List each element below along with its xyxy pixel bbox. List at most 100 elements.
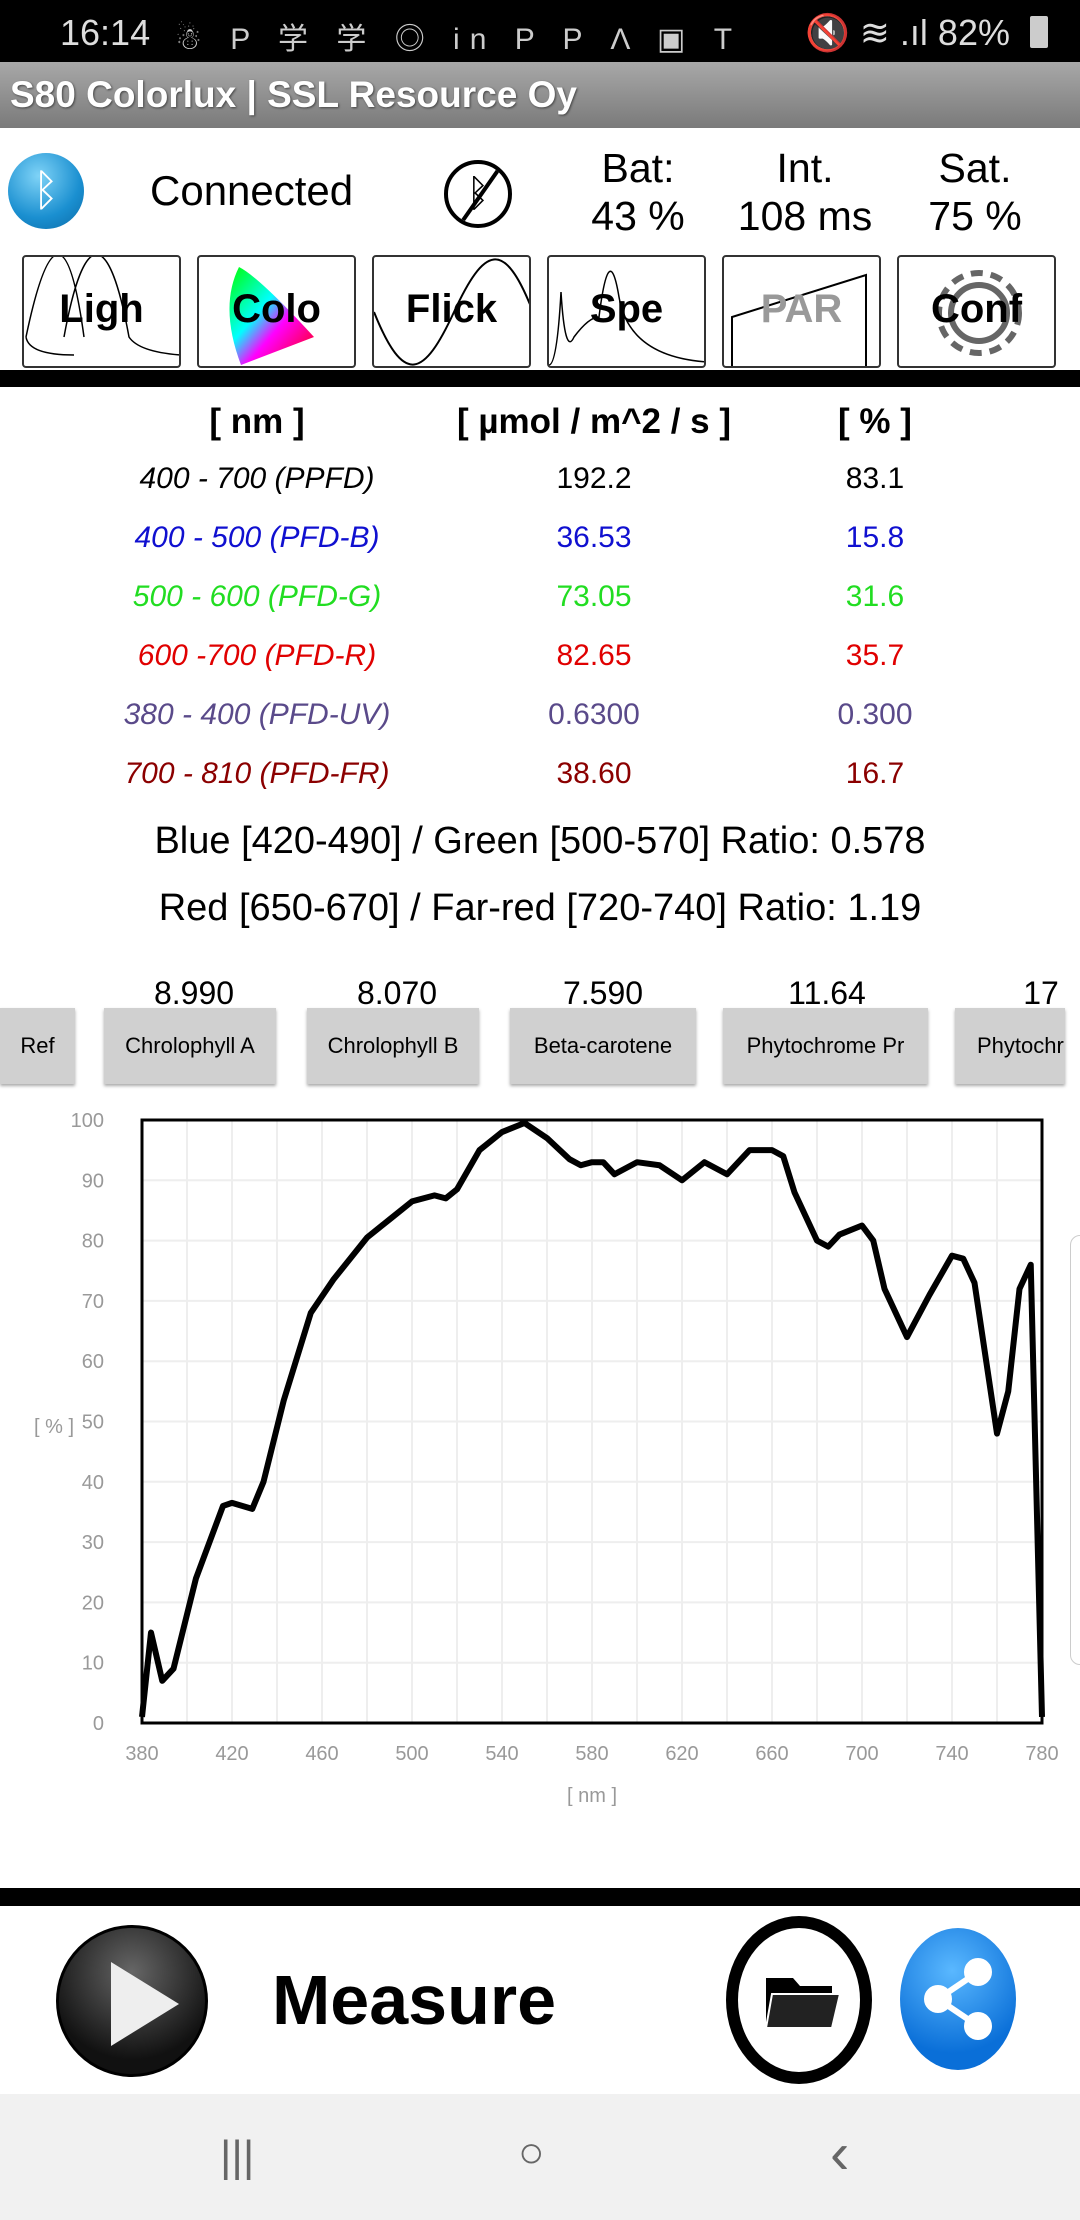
pigment-button-phytochrome-pr[interactable]: Phytochrome Pr: [723, 1008, 928, 1084]
table-cell-value: 82.65: [556, 639, 632, 672]
tab-label: PAR: [760, 287, 843, 331]
table-cell-percent: 15.8: [845, 521, 905, 554]
tab-par[interactable]: PAR: [722, 255, 881, 368]
y-tick-label: 40: [82, 1472, 104, 1494]
int-label: Int.: [776, 145, 834, 191]
light-curve-icon: [25, 257, 179, 356]
play-button[interactable]: [56, 1925, 208, 2077]
tab-label: Colo: [232, 287, 321, 331]
spectrum-chart: 0 10 20 30 40 50 60 70 80 90 100 380 420 460 500 540 580…: [34, 1110, 1059, 1807]
y-tick-label: 20: [82, 1592, 104, 1614]
measure-button[interactable]: Measure: [272, 1961, 557, 2039]
table-cell-percent: 31.6: [845, 580, 905, 613]
flicker-wave-icon: [374, 258, 529, 366]
x-tick-label: 660: [755, 1743, 788, 1765]
pigment-value: 8.070: [356, 975, 438, 1011]
table-cell-range: 700 - 810 (PFD-FR): [124, 757, 390, 790]
plot-frame: [140, 1118, 1044, 1725]
battery-label: Bat:: [601, 145, 675, 191]
x-tick-label: 780: [1025, 1743, 1058, 1765]
tab-color[interactable]: Colo: [197, 255, 356, 368]
home-button[interactable]: ○: [518, 2128, 545, 2177]
table-cell-percent: 16.7: [845, 757, 905, 790]
bluetooth-icon[interactable]: ᛒ: [8, 153, 84, 229]
y-tick-label: 90: [82, 1170, 104, 1192]
back-button[interactable]: ‹: [830, 2121, 850, 2186]
tab-light[interactable]: Ligh: [22, 255, 181, 368]
divider: [0, 370, 1080, 387]
sat-value: 75 %: [928, 193, 1022, 239]
red-farred-ratio: Red [650-670] / Far-red [720-740] Ratio:…: [158, 887, 922, 929]
table-cell-range: 380 - 400 (PFD-UV): [123, 698, 391, 731]
share-button[interactable]: [900, 1928, 1016, 2070]
app-title-bar: S80 Colorlux | SSL Resource Oy: [0, 62, 1080, 128]
pigment-button-chlorophyll-b[interactable]: Chrolophyll B: [307, 1008, 479, 1084]
table-cell-percent: 83.1: [845, 462, 905, 495]
x-tick-label: 460: [305, 1743, 338, 1765]
scroll-handle[interactable]: [1070, 1235, 1080, 1665]
table-cell-range: 600 -700 (PFD-R): [137, 639, 377, 672]
header-umol: [ µmol / m^2 / s ]: [457, 402, 731, 441]
integration-stat: Int. 108 ms: [720, 144, 890, 240]
y-tick-label: 50: [82, 1412, 104, 1434]
system-status: 🔇 ≋ .ıl 82%: [804, 12, 1010, 53]
table-cell-value: 36.53: [556, 521, 632, 554]
table-cell-percent: 35.7: [845, 639, 905, 672]
y-tick-label: 0: [93, 1713, 104, 1735]
y-tick-label: 60: [82, 1351, 104, 1373]
spectrum-icon: [549, 270, 704, 366]
y-tick-label: 100: [71, 1110, 104, 1132]
x-tick-label: 620: [665, 1743, 698, 1765]
pigment-button-phytochrome-pfr[interactable]: Phytochr: [955, 1008, 1065, 1084]
tab-spectrum[interactable]: Spe: [547, 255, 706, 368]
folder-button[interactable]: [726, 1916, 872, 2084]
recent-apps-button[interactable]: |||: [220, 2132, 255, 2181]
divider: [0, 1888, 1080, 1906]
navigation-bar: ||| ○ ‹: [0, 2094, 1080, 2220]
table-cell-value: 73.05: [556, 580, 632, 613]
table-cell-value: 0.6300: [548, 698, 640, 731]
y-tick-label: 30: [82, 1532, 104, 1554]
pigment-value: 17: [1023, 975, 1059, 1011]
bluetooth-disconnect-icon[interactable]: ᛒ: [444, 160, 512, 228]
x-tick-label: 380: [125, 1743, 158, 1765]
pigment-button-chlorophyll-a[interactable]: Chrolophyll A: [104, 1008, 276, 1084]
status-bar: 16:14 ☃ P 学 学 ◎ in P P Λ ▣ T 🔇 ≋ .ıl 82%: [0, 0, 1080, 62]
pigment-button-beta-carotene[interactable]: Beta-carotene: [510, 1008, 696, 1084]
app-title: S80 Colorlux | SSL Resource Oy: [10, 74, 577, 115]
battery-stat: Bat: 43 %: [578, 144, 698, 240]
table-cell-range: 400 - 500 (PFD-B): [134, 521, 380, 554]
sat-label: Sat.: [938, 145, 1012, 191]
y-axis-label: [ % ]: [34, 1416, 74, 1438]
x-tick-label: 540: [485, 1743, 518, 1765]
table-cell-value: 192.2: [556, 462, 632, 495]
battery-value: 43 %: [591, 193, 685, 239]
y-tick-label: 10: [82, 1653, 104, 1675]
table-cell-percent: 0.300: [837, 698, 913, 731]
tab-label: Flick: [405, 287, 498, 331]
x-tick-label: 420: [215, 1743, 248, 1765]
tab-config[interactable]: Conf: [897, 255, 1056, 368]
battery-icon: [1030, 16, 1048, 48]
tab-label: Ligh: [59, 287, 144, 331]
tab-flicker[interactable]: Flick: [372, 255, 531, 368]
saturation-stat: Sat. 75 %: [910, 144, 1040, 240]
x-tick-label: 580: [575, 1743, 608, 1765]
table-cell-range: 400 - 700 (PPFD): [139, 462, 375, 495]
pigment-value: 11.64: [788, 975, 866, 1011]
blue-green-ratio: Blue [420-490] / Green [500-570] Ratio: …: [154, 820, 926, 862]
x-axis-label: [ nm ]: [567, 1785, 617, 1807]
gear-icon: [936, 270, 1022, 356]
spectrum-line: [139, 1120, 1045, 1718]
tab-label: Spe: [589, 287, 664, 331]
pigment-value: 8.990: [153, 975, 235, 1011]
header-nm: [ nm ]: [209, 402, 305, 441]
x-tick-label: 500: [395, 1743, 428, 1765]
par-icon: [731, 273, 867, 366]
y-tick-label: 80: [82, 1231, 104, 1253]
table-cell-value: 38.60: [556, 757, 632, 790]
connection-status: Connected: [150, 167, 354, 214]
pigment-value: 7.590: [562, 975, 644, 1011]
x-tick-label: 740: [935, 1743, 968, 1765]
pigment-button-ref[interactable]: Ref: [0, 1008, 75, 1084]
